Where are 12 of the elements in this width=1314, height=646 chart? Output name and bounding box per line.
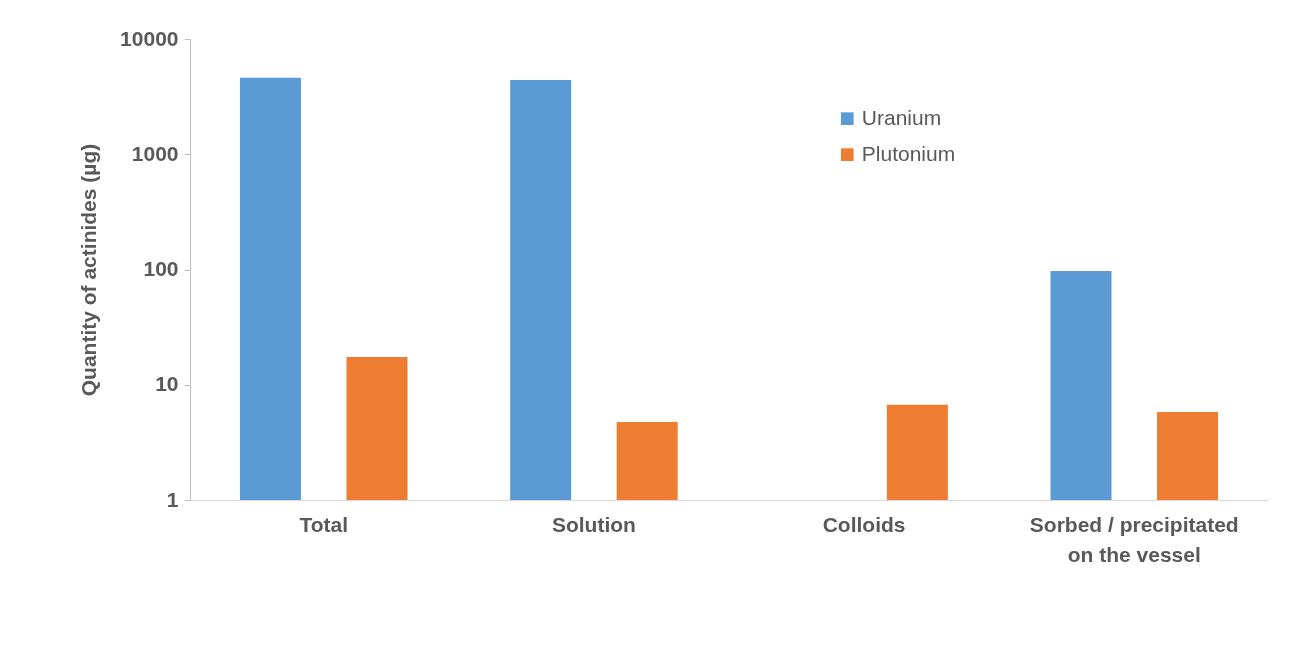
y-axis-title: Quantity of actinides (µg) [77,143,101,397]
legend-label: Uranium [861,105,942,129]
x-tick-label: Solution [551,512,636,536]
y-tick-label: 100 [143,257,179,280]
x-tick-label: Colloids [822,512,906,536]
x-tick-label: Total [299,512,349,536]
x-tick-label: Sorbed / precipitated on the vessel [1029,512,1239,566]
y-tick-label: 1 [166,487,179,511]
y-tick-label: 10000 [120,26,179,50]
y-tick-label: 10 [155,372,179,396]
y-tick-label: 1000 [131,141,179,165]
legend-label: Plutonium [861,141,956,165]
